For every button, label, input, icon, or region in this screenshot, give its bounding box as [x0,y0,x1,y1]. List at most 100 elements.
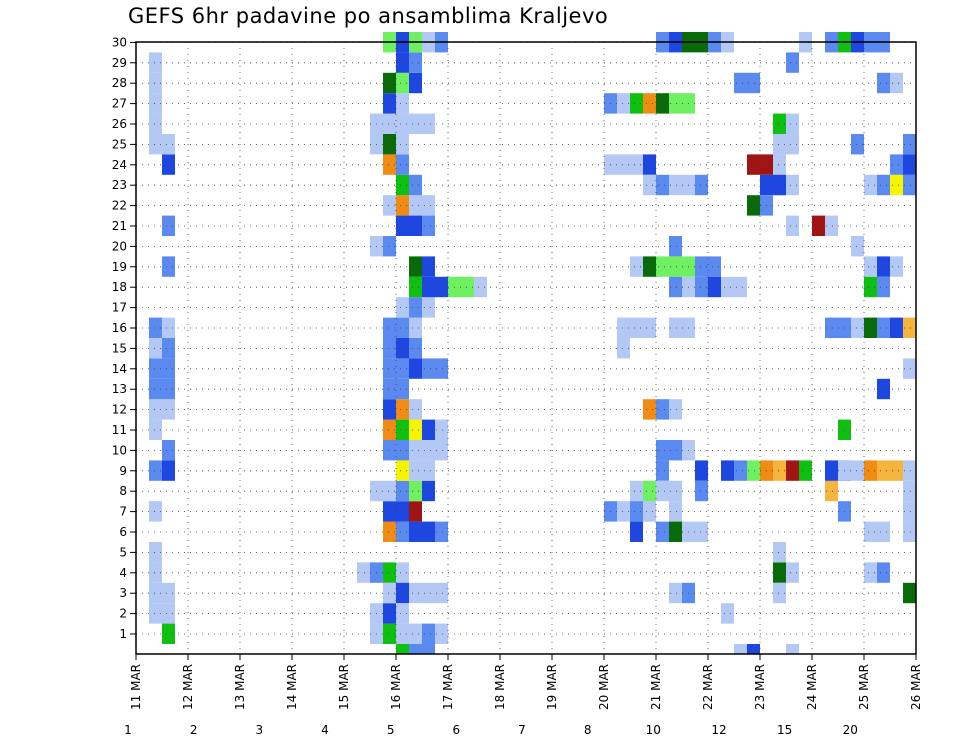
heat-cell-167 [734,276,747,298]
heat-cell-200 [630,521,643,542]
heat-cell-87 [435,358,448,379]
heat-cell-111 [396,215,409,236]
heat-cell-88 [383,338,396,359]
heat-cell-160 [695,256,708,277]
heat-cell-146 [617,154,630,175]
heat-cell-72 [435,440,448,461]
heat-cell-69 [396,440,409,461]
heat-cell-91 [383,317,396,338]
heat-cell-63 [409,480,422,502]
heat-cell-83 [383,358,396,379]
colorbar-label-10: 10 [646,723,661,737]
y-tick-label-10: 10 [112,443,127,457]
y-tick-label-12: 12 [112,403,127,417]
heat-cell-51 [422,644,435,654]
colorbar-label-5: 5 [387,723,395,737]
heat-cell-175 [656,399,669,420]
heat-cell-36 [383,623,396,644]
heat-cell-254 [903,521,916,542]
heat-cell-126 [383,93,396,114]
heat-cell-4 [162,603,175,624]
heat-cell-255 [864,521,877,542]
heat-cell-156 [643,256,656,277]
heat-cell-189 [656,480,669,502]
heat-cell-46 [409,623,422,644]
heat-cell-273 [890,154,903,175]
heat-cell-19 [162,338,175,359]
heat-cell-210 [786,644,799,654]
heat-cell-110 [422,195,435,216]
colorbar-label-4: 4 [321,723,329,737]
heat-cell-142 [656,93,669,114]
y-tick-label-13: 13 [112,382,127,396]
heat-cell-232 [812,215,825,236]
heat-cell-164 [695,276,708,298]
heat-cell-240 [903,317,916,338]
heat-cell-256 [877,521,890,542]
y-tick-label-9: 9 [119,464,127,478]
heat-cell-195 [669,501,682,522]
heat-cell-42 [422,582,435,604]
colorbar-label-6: 6 [452,723,460,737]
heat-cell-205 [669,582,682,604]
y-tick-label-22: 22 [112,199,127,213]
heat-cell-186 [773,460,786,481]
chart-title: GEFS 6hr padavine po ansamblima Kraljevo [128,4,609,28]
heat-cell-183 [734,460,747,481]
heat-cell-202 [669,521,682,542]
heat-cell-34 [396,562,409,583]
heat-cell-182 [721,460,734,481]
heat-cell-259 [903,582,916,604]
heat-cell-29 [149,72,162,94]
heat-cell-90 [409,338,422,359]
heat-cell-12 [149,399,162,420]
heat-cell-124 [409,113,422,134]
heat-cell-11 [149,419,162,440]
x-tick-label-4: 15 MAR [337,664,351,710]
heat-cell-44 [396,603,409,624]
y-tick-label-6: 6 [119,525,127,539]
heat-cell-99 [435,276,448,298]
heat-cell-180 [656,460,669,481]
heat-cell-21 [162,317,175,338]
heat-cell-264 [890,256,903,277]
heat-cell-20 [149,317,162,338]
heat-cell-162 [669,276,682,298]
heat-cell-187 [786,460,799,481]
heat-cell-154 [669,236,682,257]
x-tick-label-7: 18 MAR [493,664,507,710]
heat-cell-190 [669,480,682,502]
heat-cell-102 [474,276,487,298]
heat-cell-201 [656,521,669,542]
heat-cell-191 [630,480,643,502]
heat-cell-68 [383,440,396,461]
heat-cell-188 [799,460,812,481]
heat-cell-76 [422,419,435,440]
heat-cell-248 [864,460,877,481]
heat-cell-115 [409,174,422,196]
heat-cell-89 [396,338,409,359]
heat-cell-237 [864,317,877,338]
y-tick-label-18: 18 [112,280,127,294]
heat-cell-79 [396,399,409,420]
heat-cell-261 [903,358,916,379]
heat-cell-228 [786,134,799,155]
y-tick-label-29: 29 [112,56,127,70]
heat-cell-262 [864,256,877,277]
heat-cell-151 [669,174,682,196]
heat-cell-272 [903,154,916,175]
heat-cell-15 [162,378,175,400]
heat-cell-223 [747,154,760,175]
heat-cell-73 [383,419,396,440]
heat-cell-67 [422,460,435,481]
heat-cell-25 [149,134,162,155]
heat-cell-147 [630,154,643,175]
heat-cell-243 [851,460,864,481]
heat-cell-6 [149,542,162,563]
heat-cell-204 [695,521,708,542]
heat-cell-252 [903,480,916,502]
heat-cell-236 [851,317,864,338]
y-tick-label-5: 5 [119,545,127,559]
colorbar-label-2: 2 [190,723,198,737]
heat-cell-108 [396,195,409,216]
